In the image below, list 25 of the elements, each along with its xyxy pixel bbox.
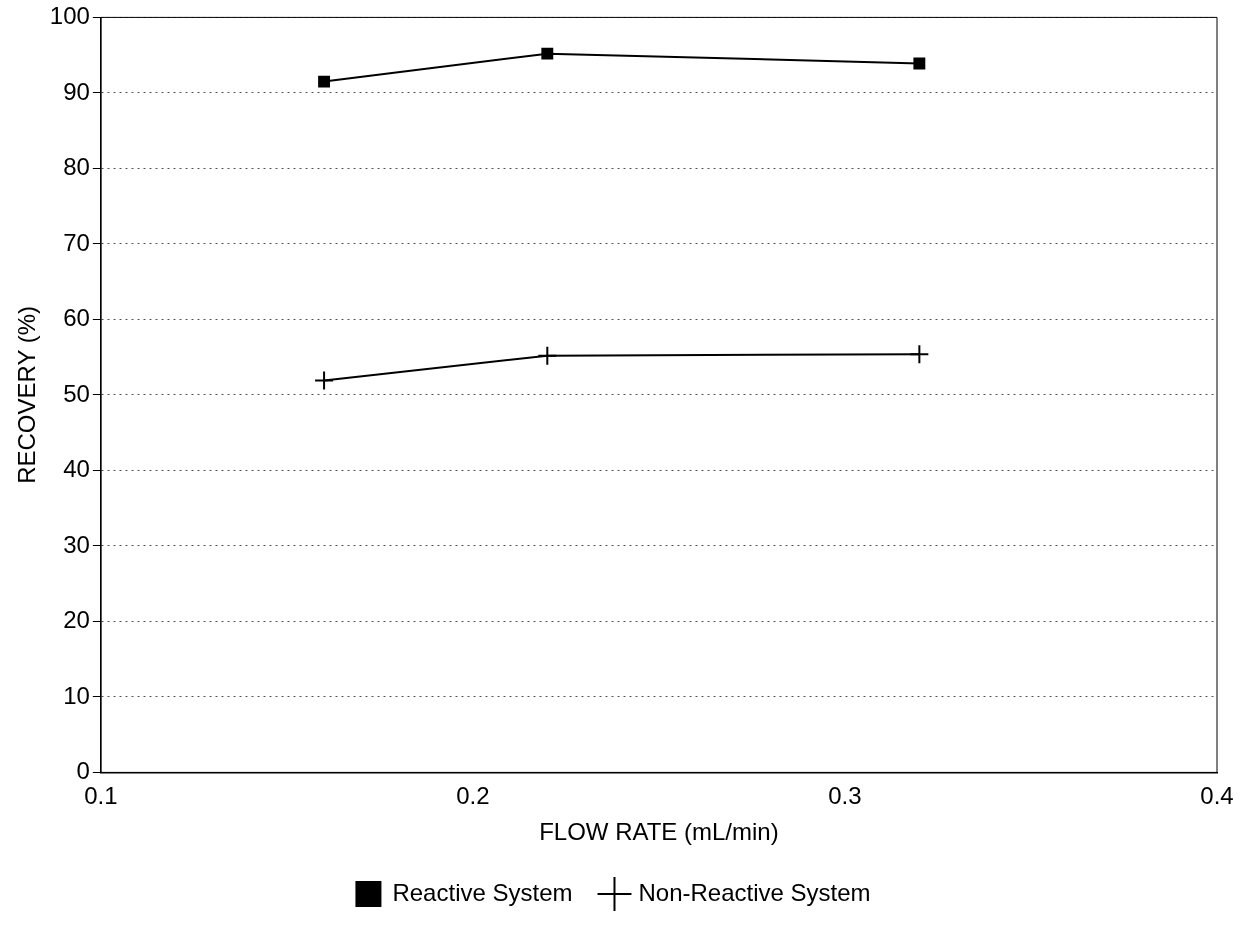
point <box>314 370 335 391</box>
x-axis-title: FLOW RATE (mL/min) <box>539 818 779 846</box>
x-tick-label: 0.1 <box>84 782 118 810</box>
y-tick-label: 60 <box>63 304 90 332</box>
y-tick-label: 30 <box>63 530 90 558</box>
y-tick-label: 90 <box>63 77 90 105</box>
point <box>909 344 930 365</box>
x-tick-label: 0.3 <box>828 782 862 810</box>
point <box>913 57 926 70</box>
y-tick-label: 100 <box>49 2 90 30</box>
y-tick-label: 70 <box>63 228 90 256</box>
point <box>541 47 554 60</box>
legend-label: Non-Reactive System <box>638 878 871 906</box>
y-tick-label: 40 <box>63 455 90 483</box>
y-tick-label: 80 <box>63 153 90 181</box>
x-tick-label: 0.2 <box>456 782 490 810</box>
x-tick-label: 0.4 <box>1200 782 1234 810</box>
point <box>318 75 331 88</box>
y-tick-label: 50 <box>63 379 90 407</box>
legend-label: Reactive System <box>392 878 573 906</box>
point <box>537 345 558 366</box>
y-tick-label: 10 <box>63 681 90 709</box>
y-axis-title: RECOVERY (%) <box>13 305 41 484</box>
y-tick-label: 20 <box>63 606 90 634</box>
y-tick-label: 0 <box>76 757 90 785</box>
